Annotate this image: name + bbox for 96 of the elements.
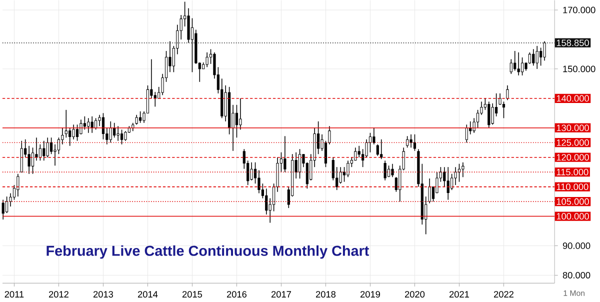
candlestick bbox=[20, 140, 23, 172]
candlestick bbox=[46, 137, 49, 158]
x-tick-label: 2013 bbox=[93, 291, 114, 298]
candlestick bbox=[368, 132, 372, 153]
ref-line-label: 158.850 bbox=[556, 40, 589, 46]
candlestick bbox=[391, 163, 394, 178]
candlestick bbox=[57, 137, 60, 155]
candlestick bbox=[498, 93, 502, 106]
candlestick bbox=[465, 124, 468, 144]
candlestick bbox=[31, 147, 34, 174]
candlestick bbox=[124, 130, 127, 142]
ref-line-label: 130.000 bbox=[556, 124, 589, 132]
candlestick bbox=[476, 110, 480, 128]
candlestick bbox=[258, 170, 260, 194]
candlestick bbox=[206, 52, 208, 68]
candlestick bbox=[250, 162, 253, 181]
candlestick bbox=[354, 147, 357, 162]
candlestick bbox=[68, 128, 72, 146]
candlestick bbox=[462, 162, 464, 178]
candlestick bbox=[502, 101, 506, 119]
candlestick bbox=[517, 52, 520, 76]
candlestick bbox=[384, 160, 386, 181]
candlestick bbox=[410, 134, 412, 148]
candlestick bbox=[87, 118, 90, 134]
x-tick-label: 2014 bbox=[138, 291, 158, 298]
x-tick-label: 2020 bbox=[404, 291, 425, 298]
ref-line-label: 140.000 bbox=[556, 95, 589, 102]
candlestick bbox=[520, 57, 524, 76]
candlestick bbox=[358, 145, 360, 158]
candlestick bbox=[372, 128, 376, 145]
candlestick bbox=[28, 145, 30, 174]
candlestick bbox=[2, 199, 4, 220]
candlestick bbox=[491, 103, 494, 126]
y-tick-label: 150.000 bbox=[563, 66, 596, 72]
candlestick bbox=[446, 166, 450, 200]
text: February Live Cattle Continuous Monthly Chart bbox=[46, 245, 369, 259]
candlestick bbox=[116, 126, 120, 142]
x-tick-label: 2011 bbox=[4, 291, 24, 298]
x-tick-label: 2017 bbox=[271, 291, 291, 298]
candlestick bbox=[413, 134, 416, 152]
candlestick bbox=[38, 144, 42, 162]
candlestick bbox=[109, 121, 112, 144]
candlestick bbox=[83, 116, 86, 130]
candlestick bbox=[72, 124, 75, 140]
candlestick bbox=[284, 136, 286, 172]
x-tick-label: 2016 bbox=[226, 291, 247, 298]
candlestick bbox=[187, 8, 190, 44]
candlestick bbox=[139, 110, 142, 124]
x-tick-label: 2012 bbox=[48, 291, 68, 298]
candlestick bbox=[450, 173, 454, 190]
candlestick bbox=[276, 156, 279, 192]
candlestick bbox=[235, 104, 238, 138]
candlestick bbox=[42, 140, 46, 162]
candlestick bbox=[454, 166, 457, 186]
candlestick bbox=[102, 112, 105, 140]
candlestick bbox=[376, 144, 379, 156]
y-tick-label: 90.000 bbox=[562, 242, 590, 250]
x-tick-label: 2019 bbox=[360, 291, 380, 298]
candlestick bbox=[406, 136, 409, 148]
ref-line-label: 100.000 bbox=[556, 213, 589, 220]
ref-line-label: 120.000 bbox=[556, 154, 589, 161]
candlestick bbox=[380, 138, 383, 160]
candlestick bbox=[80, 119, 82, 135]
x-tick-label: 2018 bbox=[316, 291, 336, 298]
candlestick bbox=[16, 173, 20, 197]
candlestick bbox=[510, 58, 512, 74]
candlestick bbox=[239, 98, 242, 130]
candlestick bbox=[543, 40, 546, 62]
candlestick bbox=[76, 124, 79, 142]
ref-line-label: 105.000 bbox=[556, 198, 589, 205]
candlestick bbox=[532, 48, 535, 66]
x-tick-label: 2021 bbox=[449, 291, 469, 298]
ref-line-label: 110.000 bbox=[556, 184, 588, 190]
candlestick bbox=[64, 110, 68, 138]
candlestick bbox=[365, 138, 368, 158]
candlestick bbox=[298, 148, 302, 179]
candlestick bbox=[488, 101, 490, 128]
candlestick bbox=[514, 50, 516, 72]
candlestick bbox=[272, 183, 276, 212]
candlestick bbox=[339, 166, 342, 184]
ref-line-label: 115.000 bbox=[556, 168, 588, 176]
candlestick bbox=[190, 18, 194, 73]
candlestick bbox=[50, 137, 53, 155]
candlestick bbox=[6, 196, 8, 214]
x-tick-label: 2022 bbox=[494, 291, 514, 298]
candlestick bbox=[536, 46, 538, 70]
y-tick-label: 170.000 bbox=[563, 6, 596, 14]
candlestick bbox=[94, 118, 98, 130]
y-tick-label: 80.000 bbox=[562, 272, 590, 278]
candlestick bbox=[506, 85, 509, 101]
ref-line-label: 125.000 bbox=[556, 139, 589, 146]
candlestick bbox=[342, 166, 346, 182]
candlestick bbox=[346, 160, 350, 178]
candlestick bbox=[90, 116, 94, 134]
x-tick-label: 2015 bbox=[182, 291, 202, 298]
candlestick bbox=[120, 129, 124, 145]
